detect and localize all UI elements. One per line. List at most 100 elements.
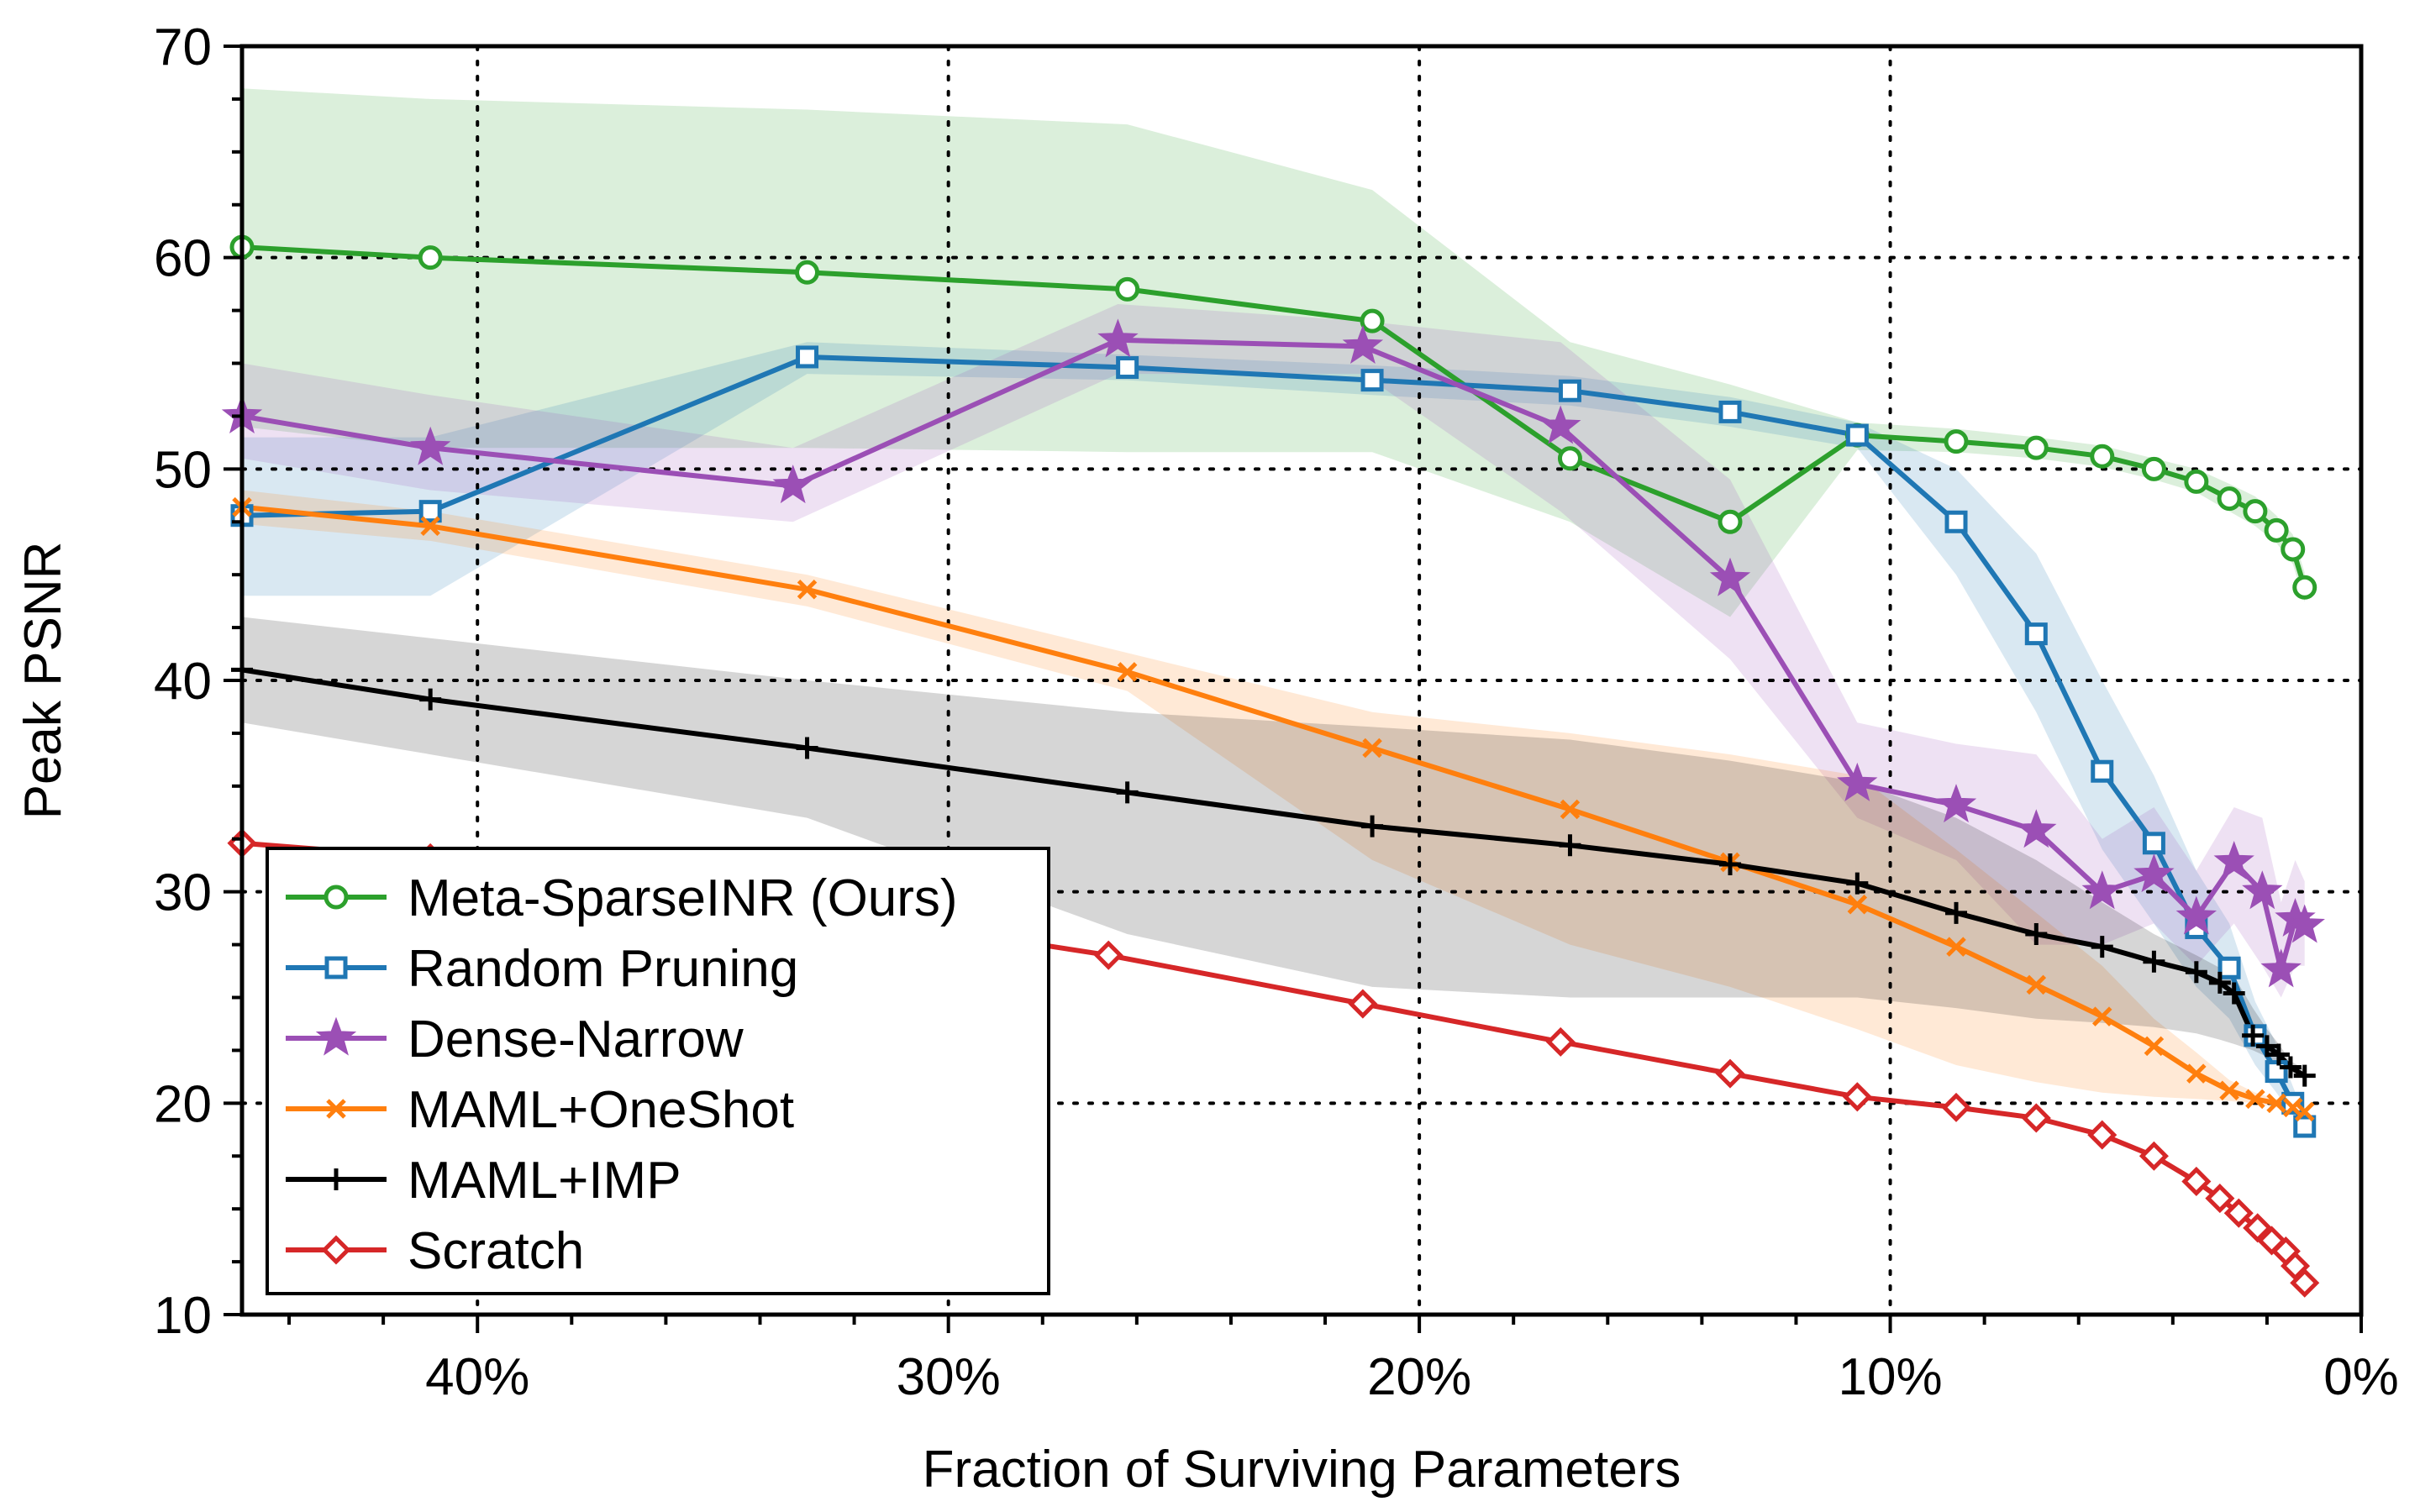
dense-narrow-point: [772, 465, 813, 504]
y-tick-label: 40: [154, 653, 212, 711]
meta-sparseinr-ours-point: [2090, 444, 2115, 469]
y-tick-label: 10: [154, 1287, 212, 1345]
legend-entry-dense-narrow: Dense-Narrow: [286, 1011, 744, 1068]
maml-oneshot-point: [2282, 1097, 2303, 1118]
x-tick-label: 40%: [425, 1348, 529, 1406]
scratch-point: [2139, 1141, 2169, 1171]
scratch-point: [1842, 1082, 1872, 1112]
scratch-point: [2087, 1120, 2118, 1150]
maml-oneshot-point: [1362, 738, 1382, 759]
dense-narrow-point: [1540, 405, 1581, 444]
scratch-point: [1093, 940, 1123, 970]
maml-oneshot-point: [1847, 895, 1868, 915]
legend-marker-swatch: [315, 1016, 357, 1056]
maml-imp-point: [2143, 950, 2165, 973]
maml-oneshot-band: [242, 490, 2305, 1116]
y-tick-label: 20: [154, 1075, 212, 1133]
maml-imp-point: [2267, 1043, 2290, 1066]
maml-oneshot-point: [1117, 662, 1138, 682]
series-markers: [221, 234, 2325, 1298]
y-tick-label: 60: [154, 230, 212, 288]
maml-oneshot-point: [2219, 1080, 2239, 1100]
legend-entry-maml-imp: MAML+IMP: [286, 1152, 681, 1210]
meta-sparseinr-ours-point: [418, 245, 443, 270]
scratch-point: [2021, 1103, 2051, 1133]
legend-label: MAML+OneShot: [408, 1081, 794, 1139]
x-axis-title: Fraction of Surviving Parameters: [923, 1441, 1681, 1499]
scratch-point: [2181, 1166, 2212, 1196]
dense-narrow-point: [2242, 870, 2283, 910]
maml-imp-point: [2208, 971, 2231, 994]
dense-narrow-point: [1709, 557, 1751, 596]
maml-imp-point: [2223, 982, 2245, 1005]
random-pruning-point: [2217, 956, 2241, 979]
dense-narrow-point: [2275, 897, 2316, 937]
legend-marker-swatch: [325, 1168, 347, 1190]
legend-marker-swatch: [326, 1099, 346, 1119]
dense-narrow-point: [1935, 784, 1977, 823]
meta-sparseinr-ours-point: [2217, 486, 2242, 512]
dense-narrow-band: [242, 304, 2305, 998]
random-pruning-point: [2024, 622, 2048, 646]
maml-oneshot-point: [2026, 974, 2047, 995]
meta-sparseinr-ours-point: [1718, 509, 1743, 534]
legend-marker-swatch: [321, 1235, 351, 1265]
legend-label: Scratch: [408, 1222, 584, 1280]
legend-box: [266, 847, 1050, 1295]
legend-entry-random-pruning: Random Pruning: [286, 940, 798, 998]
random-pruning-point: [1558, 379, 1581, 402]
axis-ticks: [224, 45, 2363, 1333]
meta-sparseinr-ours-point: [2281, 537, 2306, 562]
x-tick-label: 20%: [1367, 1348, 1471, 1406]
random-pruning-point: [418, 500, 442, 523]
meta-sparseinr-ours-point: [795, 260, 820, 285]
maml-imp-point: [796, 737, 818, 759]
maml-oneshot-point: [2144, 1036, 2165, 1057]
x-tick-label: 30%: [897, 1348, 1001, 1406]
maml-imp-point: [2255, 1035, 2278, 1058]
scratch-point: [2290, 1268, 2320, 1298]
maml-imp-point: [1116, 781, 1139, 804]
maml-oneshot-point: [2266, 1093, 2286, 1114]
legend-label: Random Pruning: [408, 940, 798, 998]
scratch-point: [2205, 1184, 2235, 1214]
meta-sparseinr-ours-point: [2243, 499, 2268, 524]
random-pruning-point: [1116, 356, 1139, 380]
legend-label: MAML+IMP: [408, 1152, 681, 1210]
maml-imp-point: [1559, 834, 1581, 857]
dense-narrow-point: [1097, 318, 1139, 358]
random-pruning-point: [2091, 759, 2114, 783]
legend-marker-swatch: [324, 956, 348, 979]
random-pruning-point: [2281, 1091, 2305, 1115]
legend-entry-maml-oneshot: MAML+OneShot: [286, 1081, 794, 1139]
maml-imp-point: [1719, 853, 1741, 875]
axis-tick-labels: 40% 30% 20% 10% 0% 10 20 30 40 50 60 70: [154, 18, 2399, 1406]
maml-oneshot-point: [2245, 1089, 2265, 1110]
scratch-point: [1545, 1026, 1576, 1057]
random-pruning-point: [2265, 1060, 2288, 1084]
maml-oneshot-point: [2294, 1101, 2315, 1122]
random-pruning-point: [1718, 400, 1742, 423]
random-pruning-point: [796, 345, 819, 369]
maml-imp-point: [1361, 815, 1384, 837]
scratch-point: [1715, 1058, 1745, 1089]
maml-imp-point: [2279, 1056, 2302, 1079]
dense-narrow-point: [1342, 324, 1384, 364]
maml-oneshot-point: [1560, 799, 1581, 820]
x-tick-label: 10%: [1839, 1348, 1943, 1406]
maml-oneshot-point: [2091, 1006, 2112, 1026]
confidence-bands: [242, 88, 2305, 1136]
maml-imp-point: [1945, 901, 1968, 924]
maml-oneshot-point: [1946, 937, 1966, 957]
dense-narrow-point: [2213, 840, 2254, 879]
meta-sparseinr-ours-band: [242, 88, 2305, 617]
legend-label: Meta-SparseINR (Ours): [408, 869, 958, 927]
maml-imp-point: [2242, 1024, 2265, 1047]
scratch-point: [2223, 1198, 2254, 1228]
y-axis-title: Peak PSNR: [14, 542, 72, 820]
y-tick-label: 30: [154, 864, 212, 922]
maml-imp-point: [2091, 936, 2113, 958]
dense-narrow-point: [2016, 809, 2057, 848]
x-tick-label: 0%: [2323, 1348, 2399, 1406]
